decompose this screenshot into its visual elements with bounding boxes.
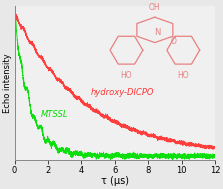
X-axis label: τ (μs): τ (μs) <box>101 176 129 186</box>
Y-axis label: Echo intensity: Echo intensity <box>3 53 12 113</box>
Text: MTSSL: MTSSL <box>41 110 68 119</box>
Text: hydroxy-DICPO: hydroxy-DICPO <box>91 88 154 97</box>
